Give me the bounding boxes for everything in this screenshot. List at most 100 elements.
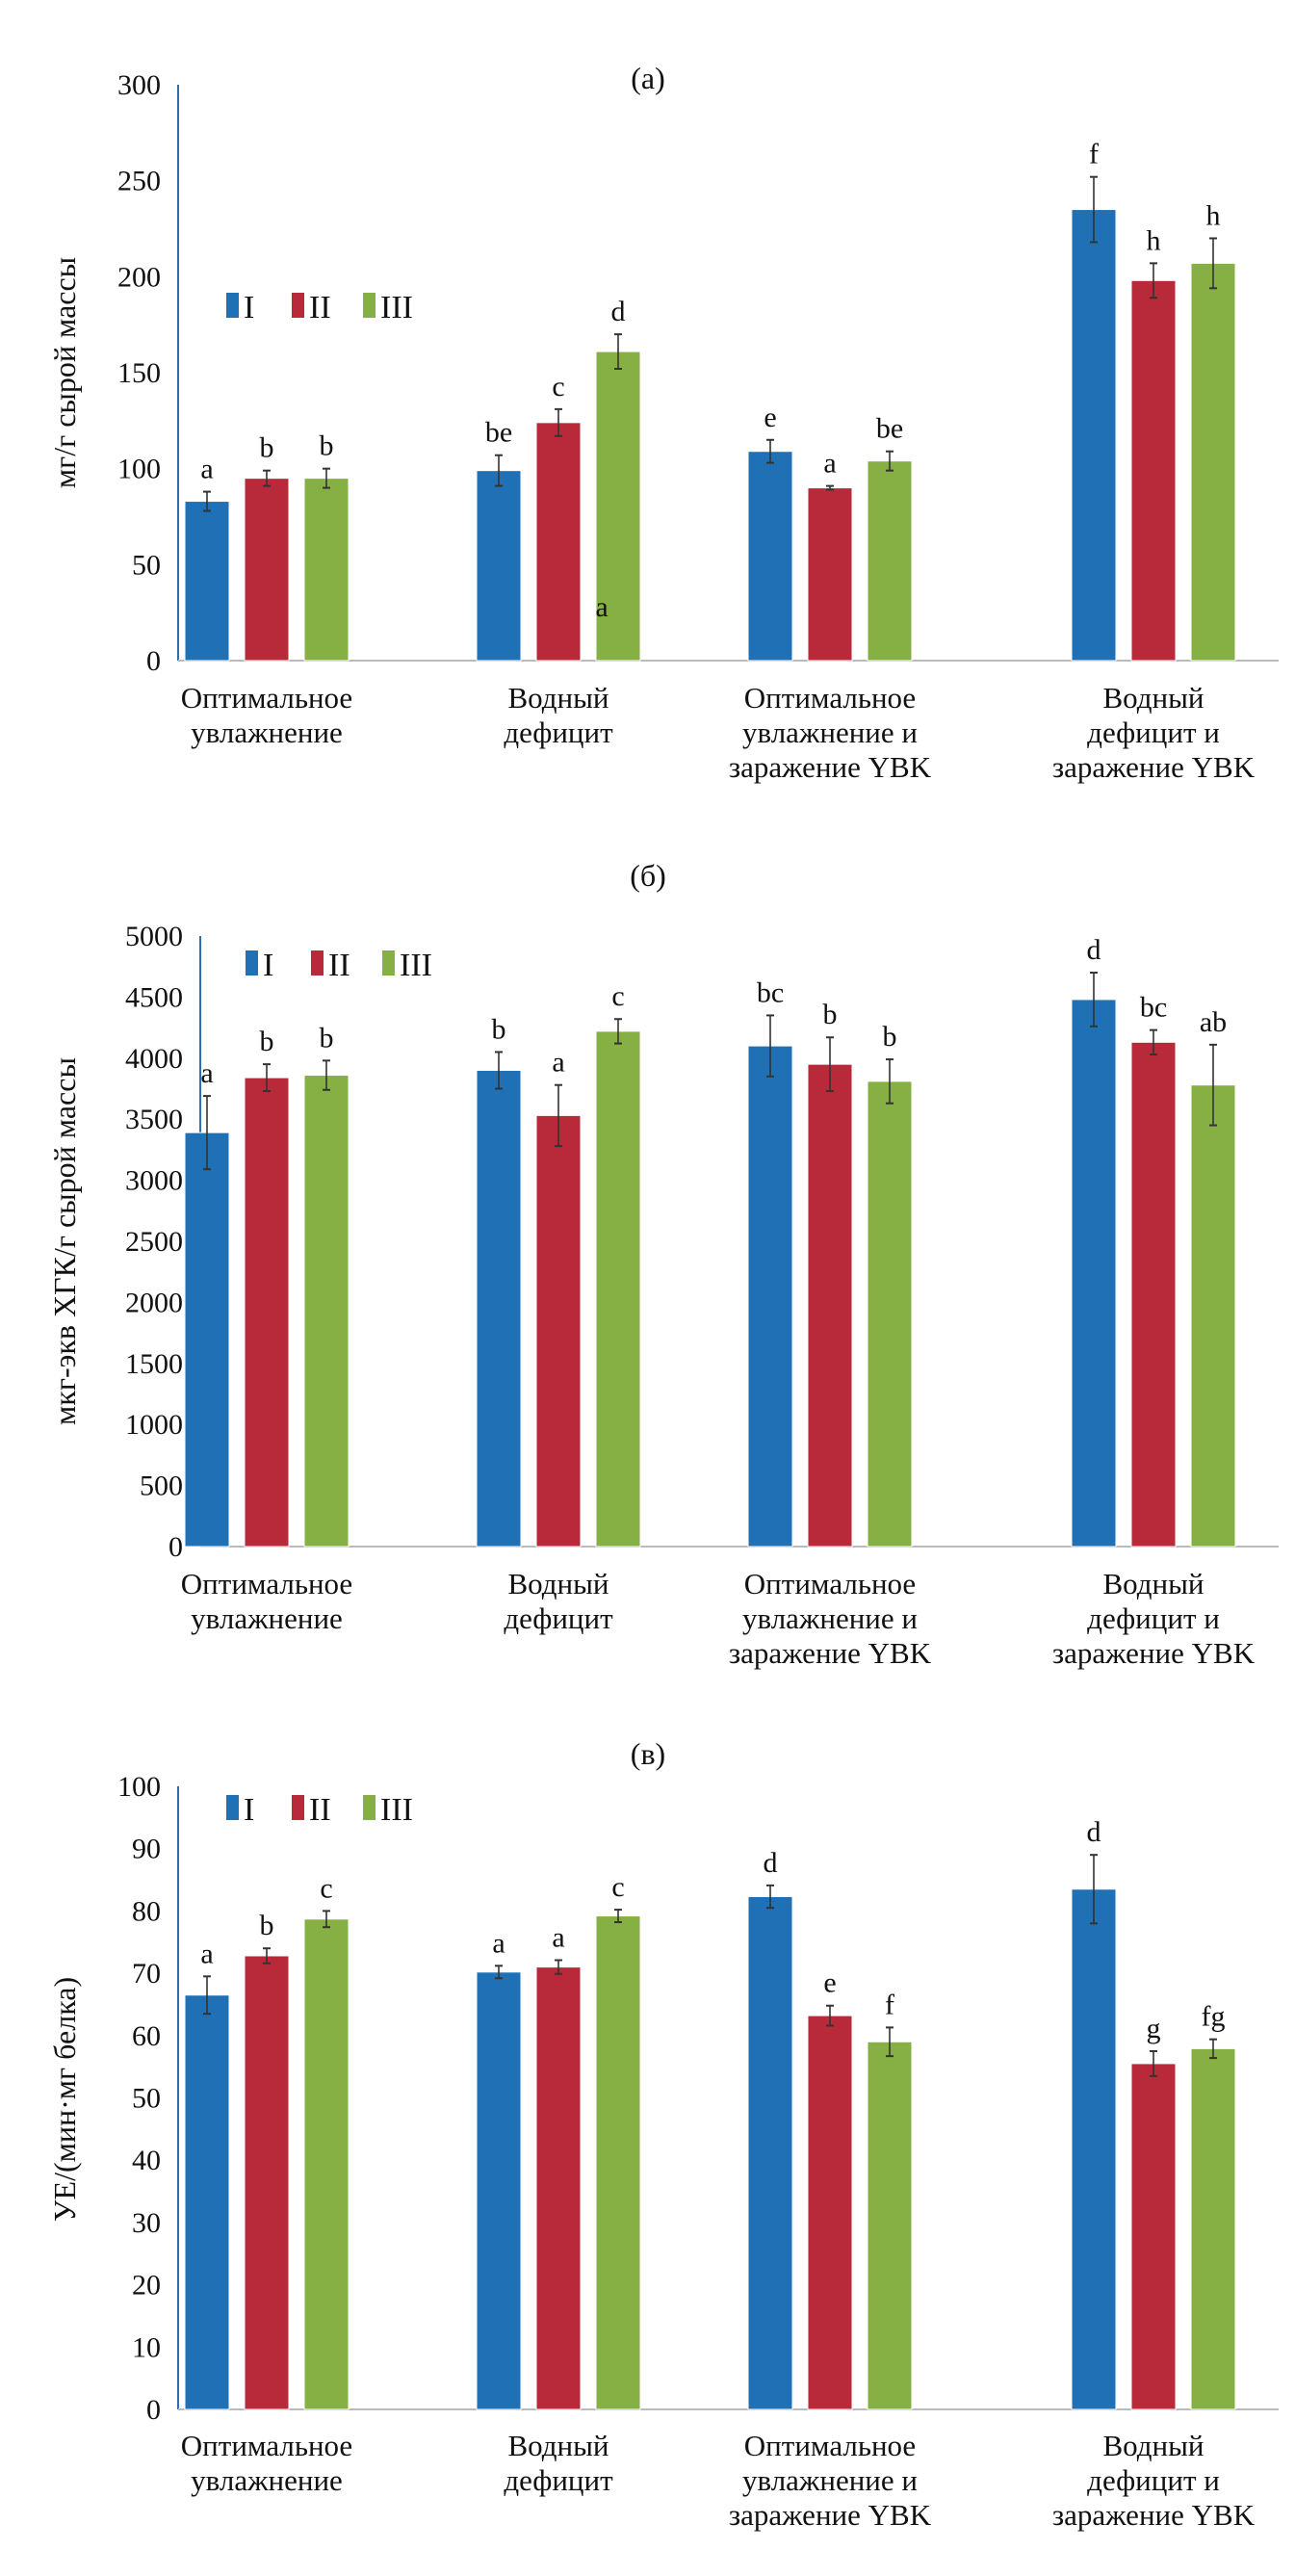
y-tick-label: 20: [132, 2270, 161, 2302]
category-label: дефицит и: [1087, 1601, 1220, 1635]
significance-letter: a: [552, 1922, 564, 1954]
y-tick-label: 300: [117, 69, 161, 101]
bar-I-2: [476, 1971, 522, 2410]
significance-letter: b: [320, 430, 334, 462]
significance-letter: ab: [1200, 1006, 1227, 1038]
category-label: дефицит: [504, 2463, 613, 2497]
legend-label: I: [244, 1792, 254, 1828]
bar-II-2: [535, 1114, 582, 1548]
bar-II-1: [244, 478, 290, 662]
bar-I-2: [476, 470, 522, 662]
significance-letter: b: [823, 999, 838, 1030]
y-tick-label: 40: [132, 2145, 161, 2176]
bar-II-4: [1130, 279, 1177, 662]
significance-letter: b: [260, 1026, 274, 1057]
y-tick-label: 500: [140, 1470, 183, 1502]
bar-II-1: [244, 1955, 290, 2410]
legend-swatch-I: [226, 1795, 239, 1820]
category-label: заражение YBK: [1052, 750, 1256, 784]
significance-letter: g: [1147, 2013, 1161, 2044]
y-tick-label: 100: [117, 454, 161, 485]
category-label: заражение YBK: [729, 1636, 932, 1670]
category-label: Водный: [1102, 1567, 1204, 1600]
y-tick-label: 0: [168, 1531, 183, 1563]
category-label: дефицит и: [1087, 2463, 1220, 2497]
y-tick-label: 150: [117, 357, 161, 389]
legend-swatch-III: [382, 950, 395, 976]
legend-swatch-II: [292, 1795, 304, 1820]
bar-III-4: [1190, 2047, 1236, 2410]
bar-II-2: [535, 422, 582, 662]
significance-letter: h: [1206, 199, 1221, 231]
category-label: Оптимальное: [181, 1567, 352, 1600]
bar-I-4: [1071, 999, 1117, 1548]
bar-II-4: [1130, 2063, 1177, 2410]
legend-label: III: [400, 948, 432, 983]
category-label: Оптимальное: [744, 2429, 916, 2462]
legend-swatch-II: [292, 293, 304, 318]
category-label: дефицит: [504, 1601, 613, 1635]
significance-letter: f: [1089, 139, 1099, 170]
bar-I-4: [1071, 209, 1117, 662]
legend-label: II: [328, 948, 350, 983]
significance-letter: a: [552, 1047, 564, 1079]
significance-letter: b: [492, 1013, 506, 1045]
y-tick-label: 90: [132, 1834, 161, 1865]
significance-letter: e: [764, 402, 776, 433]
bar-III-2: [595, 1030, 641, 1548]
category-label: увлажнение и: [742, 1601, 918, 1635]
legend-swatch-I: [246, 950, 258, 976]
bar-III-4: [1190, 262, 1236, 662]
significance-letter: bc: [1140, 992, 1167, 1024]
y-tick-label: 60: [132, 2020, 161, 2052]
y-tick-label: 2500: [125, 1226, 183, 1258]
bar-I-4: [1071, 1888, 1117, 2410]
bar-I-1: [184, 1994, 230, 2410]
category-label: заражение YBK: [1052, 2498, 1256, 2532]
y-tick-label: 80: [132, 1895, 161, 1927]
significance-letter: be: [876, 413, 903, 445]
legend-swatch-III: [363, 1795, 376, 1820]
chart-panel-2: (б) мкг-экв ХГК/г сырой массы 0 500 1000 1500…: [47, 858, 1279, 1670]
bar-II-3: [807, 1063, 853, 1548]
significance-letter: a: [823, 448, 836, 480]
significance-letter: d: [611, 296, 626, 327]
chart-panel-1: (а) мг/г сырой массы 0 50 100 150 200 250 300 Опт…: [47, 61, 1279, 784]
significance-letter: a: [200, 1057, 213, 1089]
category-label: заражение YBK: [729, 750, 932, 784]
y-tick-label: 2000: [125, 1287, 183, 1318]
significance-letter: a: [200, 1938, 213, 1969]
significance-letter: e: [823, 1967, 836, 1999]
significance-letter: fg: [1202, 2001, 1226, 2033]
y-tick-label: 10: [132, 2331, 161, 2363]
bar-II-4: [1130, 1041, 1177, 1548]
category-label: заражение YBK: [729, 2498, 932, 2532]
legend-swatch-III: [363, 293, 376, 318]
bar-III-3: [867, 1080, 913, 1548]
category-label: Водный: [507, 1567, 609, 1600]
y-tick-label: 70: [132, 1958, 161, 1990]
category-label: дефицит и: [1087, 716, 1220, 749]
bar-II-1: [244, 1077, 290, 1548]
bar-I-2: [476, 1069, 522, 1548]
significance-letter: c: [611, 980, 624, 1012]
y-tick-label: 100: [117, 1771, 161, 1803]
significance-letter: b: [883, 1021, 897, 1053]
category-label: Оптимальное: [744, 681, 916, 715]
y-tick-label: 50: [132, 549, 161, 581]
y-tick-label: 30: [132, 2207, 161, 2239]
bar-III-2: [595, 1915, 641, 2410]
category-label: Оптимальное: [744, 1567, 916, 1600]
legend-label: I: [244, 290, 254, 325]
legend-label: III: [380, 1792, 413, 1828]
y-tick-label: 200: [117, 261, 161, 293]
y-tick-label: 5000: [125, 921, 183, 952]
chart-title: (в): [631, 1736, 665, 1771]
category-label: увлажнение: [191, 716, 343, 749]
significance-letter: a: [492, 1927, 505, 1959]
y-tick-label: 0: [146, 645, 161, 677]
y-tick-label: 50: [132, 2083, 161, 2115]
y-tick-label: 0: [146, 2394, 161, 2426]
category-label: увлажнение: [191, 1601, 343, 1635]
legend-label: I: [263, 948, 273, 983]
